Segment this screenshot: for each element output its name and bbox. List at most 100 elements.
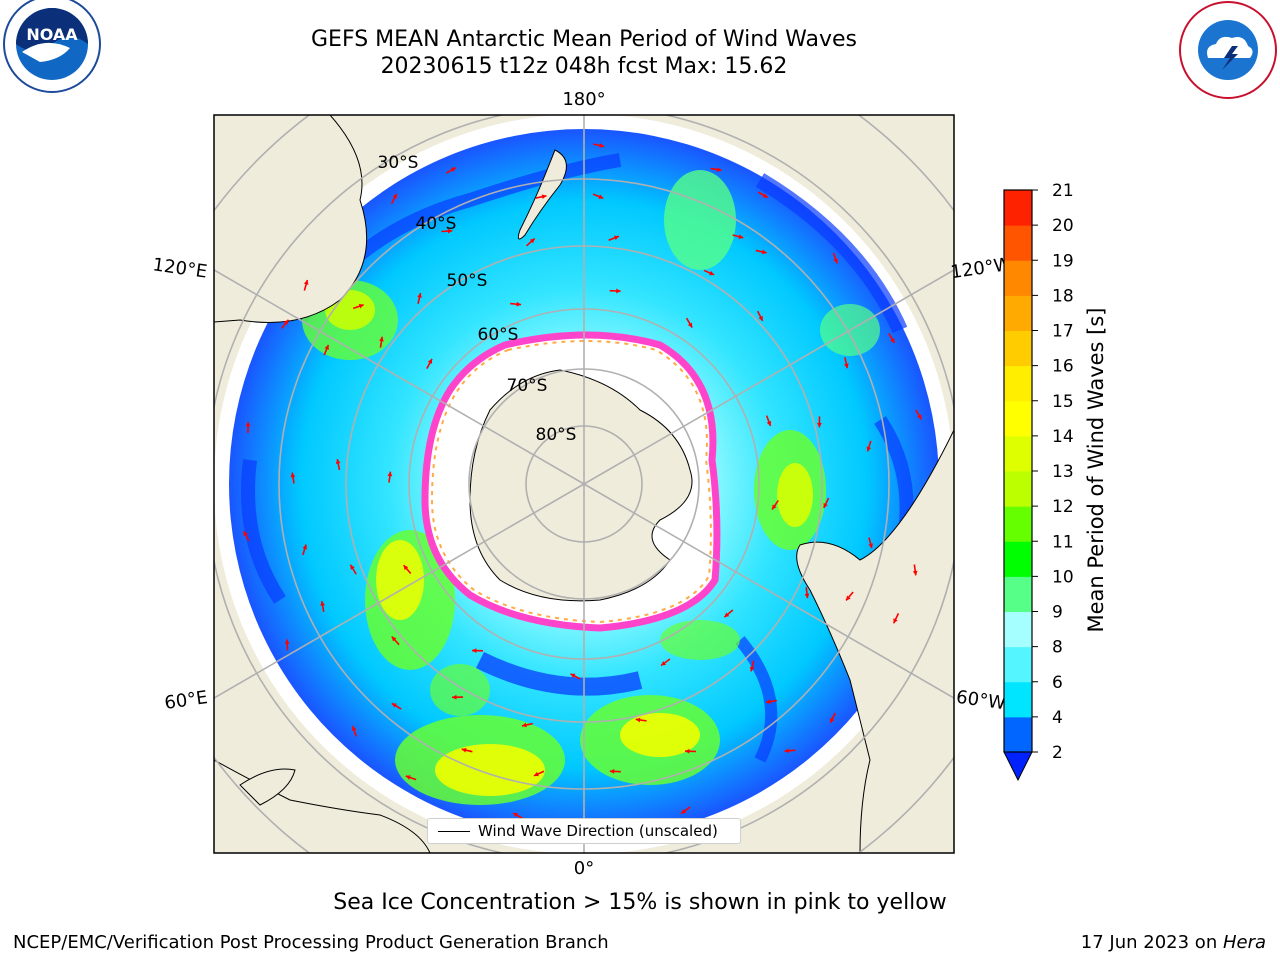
wind-direction-arrow-head <box>817 422 822 428</box>
wind-direction-arrow-head <box>635 717 641 723</box>
colorbar-segment <box>1004 576 1032 612</box>
surrounding-land <box>214 115 954 853</box>
lon-label-120e: 120°E <box>151 254 208 282</box>
wind-direction-arrow-head <box>709 270 715 276</box>
chart-subtitle: 20230615 t12z 048h fcst Max: 15.62 <box>380 54 788 79</box>
wind-direction-arrow-head <box>890 337 895 343</box>
colorbar-segment <box>1004 225 1032 261</box>
wind-direction-arrow-head <box>917 414 922 420</box>
wind-direction-arrow-head <box>283 319 289 325</box>
lat-label-60s: 60°S <box>478 325 519 345</box>
lat-label-30s: 30°S <box>378 153 419 173</box>
wind-direction-arrow-head <box>351 726 357 731</box>
wind-direction-arrows <box>242 143 923 828</box>
colorbar-segment <box>1004 190 1032 226</box>
colorbar-label: Mean Period of Wind Waves [s] <box>1084 307 1108 633</box>
lat-label-70s: 70°S <box>507 376 548 396</box>
wind-direction-arrow-head <box>685 748 690 754</box>
wind-direction-arrow-head <box>516 301 522 307</box>
colorbar-segment <box>1004 330 1032 367</box>
colorbar-tick-label: 19 <box>1052 251 1074 271</box>
colorbar-tick-label: 16 <box>1052 357 1074 377</box>
wind-direction-arrow-head <box>846 595 851 601</box>
wind-direction-arrow-head <box>541 194 547 200</box>
wind-direction-arrow-head <box>513 813 519 818</box>
wind-direction-arrow-head <box>868 543 874 549</box>
sea-ice-note: Sea Ice Concentration > 15% is shown in … <box>333 890 947 915</box>
colorbar-tick-label: 18 <box>1052 286 1074 306</box>
footer-date-text: 17 Jun 2023 on <box>1080 932 1223 953</box>
lon-label-60w: 60°W <box>955 687 1007 715</box>
wind-direction-arrow-head <box>245 421 251 427</box>
colorbar-segment <box>1004 365 1032 402</box>
wind-direction-arrow-head <box>324 344 329 350</box>
wind-direction-arrow-head <box>784 748 790 754</box>
colorbar-tick-label: 15 <box>1052 392 1074 412</box>
colorbar-segment <box>1004 260 1032 296</box>
lon-label-0: 0° <box>574 858 594 879</box>
legend-line-icon <box>438 831 470 832</box>
lat-label-80s: 80°S <box>536 425 577 445</box>
wind-direction-arrow-head <box>804 593 810 599</box>
colorbar-tick-label: 12 <box>1052 497 1074 517</box>
noaa-logo-text: NOAA <box>26 25 78 44</box>
wind-direction-arrow-head <box>758 315 763 321</box>
colorbar-tick-label: 14 <box>1052 427 1074 447</box>
wind-direction-arrow-head <box>823 502 828 508</box>
colorbar-segment <box>1004 400 1032 437</box>
wind-direction-arrow-head <box>616 288 621 294</box>
colorbar-segment <box>1004 506 1032 542</box>
wind-direction-arrow-head <box>598 194 604 199</box>
wind-direction-arrow-head <box>350 564 355 570</box>
colorbar-segment <box>1004 471 1032 507</box>
wind-direction-arrow-head <box>392 193 397 199</box>
colorbar-tick-label: 11 <box>1052 532 1074 552</box>
wind-direction-arrow-head <box>766 420 772 426</box>
colorbar-tick-label: 17 <box>1052 322 1074 342</box>
wind-direction-arrow-head <box>866 446 872 452</box>
wind-direction-arrow-head <box>738 234 744 239</box>
wind-direction-arrow-head <box>403 565 409 571</box>
wind-direction-arrow-head <box>290 472 296 478</box>
wind-direction-arrow-head <box>529 238 535 244</box>
nws-logo <box>1179 1 1277 99</box>
lat-label-40s: 40°S <box>416 214 457 234</box>
wind-direction-arrow-head <box>427 358 433 364</box>
wind-direction-arrow-head <box>843 363 849 369</box>
chart-title: GEFS MEAN Antarctic Mean Period of Wind … <box>311 27 857 52</box>
wind-direction-arrow-head <box>570 673 576 679</box>
lon-label-60e: 60°E <box>163 687 209 714</box>
wind-direction-arrow-head <box>243 531 248 537</box>
wind-direction-arrow-head <box>609 768 615 774</box>
wind-direction-arrow-head <box>533 771 539 777</box>
wind-direction-arrow-head <box>447 228 453 234</box>
colorbar: 2 4 6 8 9 10 11 12 13 14 15 16 17 18 19 20 21 <box>1003 181 1074 782</box>
wind-direction-arrow-head <box>766 699 771 704</box>
colorbar-segment <box>1004 295 1032 331</box>
wind-direction-arrow-head <box>379 336 384 342</box>
wind-direction-arrow-head <box>387 471 393 477</box>
wind-direction-arrow-head <box>302 544 308 550</box>
colorbar-segment <box>1004 435 1032 472</box>
wind-direction-arrow-head <box>358 303 364 309</box>
colorbar-segment <box>1004 611 1032 648</box>
colorbar-tick-label: 4 <box>1052 708 1063 728</box>
colorbar-tick-label: 2 <box>1052 743 1063 763</box>
wind-direction-arrow-head <box>599 143 605 148</box>
wind-direction-arrow-head <box>833 258 838 264</box>
wind-direction-arrow-head <box>284 639 290 644</box>
wind-direction-arrow-head <box>716 167 722 172</box>
wind-direction-arrow-head <box>391 636 397 642</box>
wind-direction-arrow-head <box>661 660 667 666</box>
footer-credit: NCEP/EMC/Verification Post Processing Pr… <box>13 932 609 953</box>
colorbar-segment <box>1004 716 1032 753</box>
map-legend: Wind Wave Direction (unscaled) <box>427 818 741 844</box>
colorbar-tick-label: 6 <box>1052 673 1063 693</box>
colorbar-under-arrow <box>1003 751 1033 782</box>
colorbar-tick-label: 21 <box>1052 181 1074 201</box>
map-frame <box>213 114 955 854</box>
wind-direction-arrow-head <box>405 775 411 780</box>
legend-label: Wind Wave Direction (unscaled) <box>478 822 718 840</box>
wind-direction-arrow-head <box>749 666 755 672</box>
wind-direction-arrow-head <box>681 809 687 814</box>
